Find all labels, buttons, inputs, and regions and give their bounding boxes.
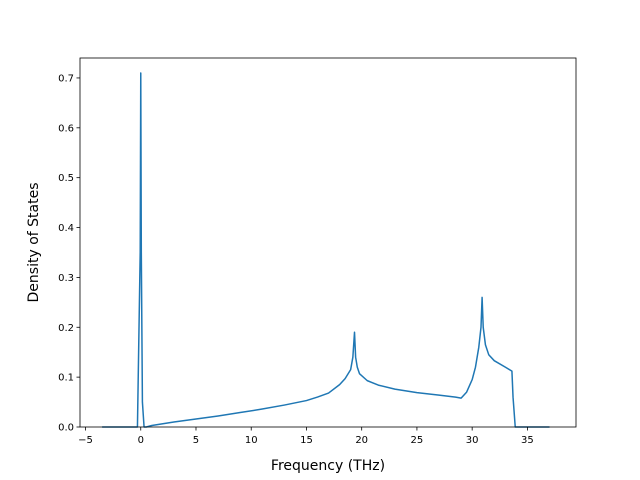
x-tick-label: 15: [300, 435, 313, 446]
axis-ticks: −5 0 5 10 15 20 25 30 35 0.0 0.1 0.2 0.3 0.4 0.5 0.6 0.7: [58, 73, 534, 446]
y-tick-label: 0.2: [58, 323, 74, 334]
y-tick-label: 0.0: [58, 423, 74, 434]
x-tick-label: 20: [355, 435, 368, 446]
y-tick-label: 0.7: [58, 73, 74, 84]
dos-series-line: [102, 72, 550, 428]
x-tick-label: 5: [193, 435, 199, 446]
y-tick-label: 0.3: [58, 273, 74, 284]
y-tick-label: 0.6: [58, 123, 74, 134]
x-tick-label: 35: [521, 435, 534, 446]
x-tick-label: 30: [466, 435, 479, 446]
x-axis-label: Frequency (THz): [271, 458, 385, 474]
y-axis-label: Density of States: [26, 183, 42, 303]
x-tick-label: 10: [245, 435, 258, 446]
x-tick-label: 0: [138, 435, 144, 446]
plot-area: [102, 72, 550, 428]
x-tick-label: −5: [78, 435, 93, 446]
x-tick-label: 25: [411, 435, 424, 446]
y-tick-label: 0.5: [58, 173, 74, 184]
y-tick-label: 0.4: [58, 223, 74, 234]
y-tick-label: 0.1: [58, 373, 74, 384]
axes-frame: [79, 57, 577, 428]
